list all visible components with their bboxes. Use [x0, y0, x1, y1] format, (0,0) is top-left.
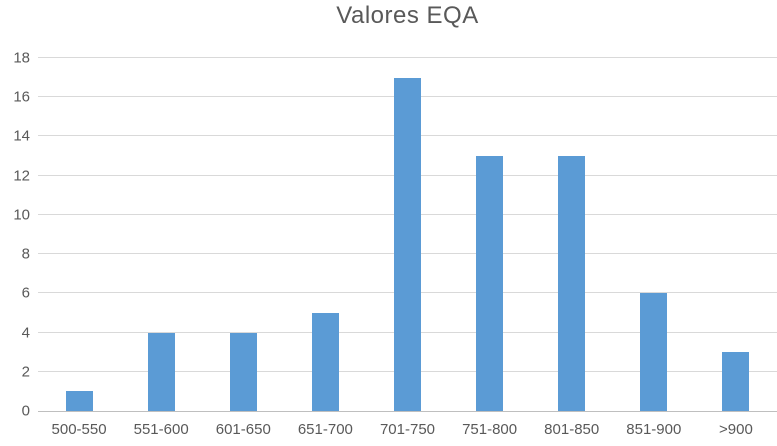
- bar-701-750: [393, 77, 421, 411]
- bar-slot: [695, 58, 777, 411]
- y-tick-label: 4: [21, 324, 30, 342]
- bar-651-700: [311, 312, 339, 411]
- bar-751-800: [476, 156, 504, 411]
- x-axis-labels: 500-550 551-600 601-650 651-700 701-750 751-8…: [38, 421, 777, 438]
- bar-slot: [449, 58, 531, 411]
- x-tick-label: 551-600: [133, 421, 189, 438]
- y-tick-label: 8: [21, 245, 30, 263]
- x-tick-label: >900: [719, 421, 753, 438]
- x-tick-label: 851-900: [626, 421, 682, 438]
- x-tick-label: 751-800: [462, 421, 518, 438]
- y-tick-label: 10: [13, 206, 30, 224]
- y-tick-label: 2: [21, 363, 30, 381]
- bar-slot: [613, 58, 695, 411]
- x-tick-label: 500-550: [51, 421, 107, 438]
- bar-500-550: [65, 391, 93, 411]
- plot-area: [38, 57, 777, 412]
- bars-row: [38, 58, 777, 411]
- bar-slot: [120, 58, 202, 411]
- bar-slot: [366, 58, 448, 411]
- bar->900: [722, 352, 750, 411]
- y-tick-label: 16: [13, 88, 30, 106]
- y-tick-label: 12: [13, 167, 30, 185]
- gridline: [38, 57, 777, 58]
- bar-slot: [202, 58, 284, 411]
- y-tick-label: 18: [13, 49, 30, 67]
- x-tick-label: 801-850: [544, 421, 600, 438]
- bar-601-650: [229, 332, 257, 411]
- bar-slot: [38, 58, 120, 411]
- bar-slot: [284, 58, 366, 411]
- y-tick-label: 0: [21, 402, 30, 420]
- bar-551-600: [147, 332, 175, 411]
- x-tick-label: 701-750: [379, 421, 436, 438]
- x-tick-label: 601-650: [215, 421, 271, 438]
- y-axis-labels: 0 2 4 6 8 10 12 14 16 18: [0, 51, 30, 419]
- bar-801-850: [558, 156, 586, 411]
- y-tick-label: 14: [13, 127, 30, 145]
- x-tick-label: 651-700: [297, 421, 353, 438]
- chart-title: Valores EQA: [336, 2, 479, 29]
- y-tick-label: 6: [21, 284, 30, 302]
- bar-slot: [531, 58, 613, 411]
- bar-851-900: [640, 293, 668, 411]
